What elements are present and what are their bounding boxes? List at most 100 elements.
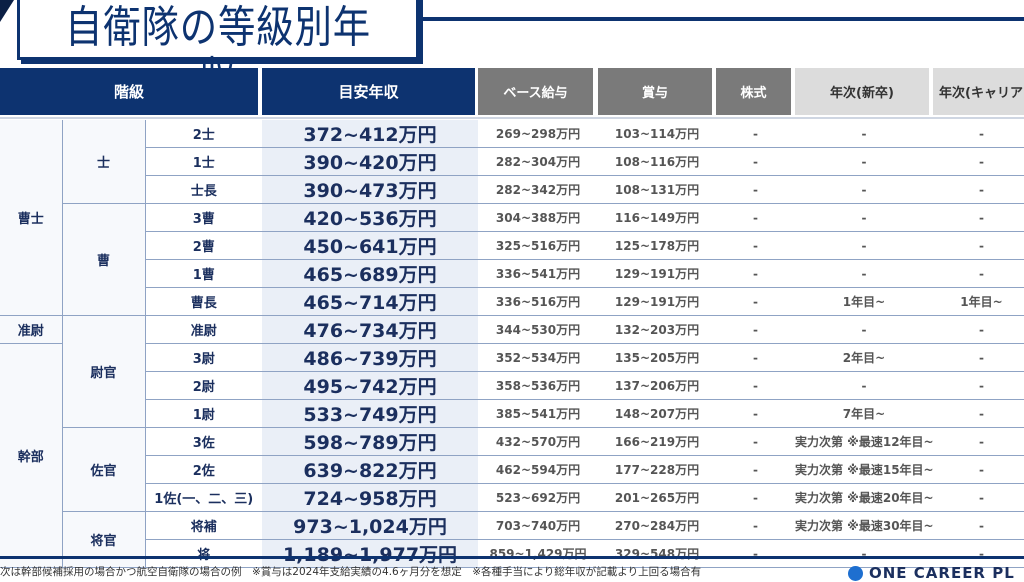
- bonus-cell: 116~149万円: [598, 203, 716, 232]
- rank-cell: 3曹: [145, 203, 262, 232]
- stock-cell: -: [716, 483, 795, 512]
- stock-cell: -: [716, 287, 795, 316]
- title-box: 自衛隊の等級別年収: [17, 0, 419, 103]
- bonus-cell: 108~116万円: [598, 147, 716, 176]
- stock-cell: -: [716, 175, 795, 204]
- bonus-cell: 201~265万円: [598, 483, 716, 512]
- rank-cell: 2曹: [145, 231, 262, 260]
- base-cell: 282~342万円: [478, 175, 598, 204]
- rank-cell: 准尉: [145, 315, 262, 344]
- table-row: 准尉 尉官 准尉 476~734万円 344~530万円 132~203万円 - - -: [0, 315, 1024, 428]
- base-cell: 432~570万円: [478, 427, 598, 456]
- base-cell: 336~541万円: [478, 259, 598, 288]
- career-cell: -: [933, 399, 1024, 428]
- logo-icon: [848, 565, 863, 581]
- table-row: 幹部 3尉 486~739万円 352~534万円 135~205万円 -2年目~ -: [0, 343, 1024, 568]
- group-shoukan: 将官: [62, 511, 146, 568]
- rank-cell: 3佐: [145, 427, 262, 456]
- bonus-cell: 132~203万円: [598, 315, 716, 344]
- stock-cell: -: [716, 399, 795, 428]
- new-grad-cell: 2年目~: [795, 343, 933, 372]
- group-kanbu: 幹部: [0, 343, 63, 568]
- range-cell: 465~689万円: [262, 259, 478, 288]
- range-cell: 598~789万円: [262, 427, 478, 456]
- header-new-grad: 年次(新卒): [795, 68, 929, 115]
- range-cell: 465~714万円: [262, 287, 478, 316]
- range-cell: 486~739万円: [262, 343, 478, 372]
- brand-logo: ONE CAREER PL: [848, 564, 1015, 582]
- new-grad-cell: -: [795, 203, 933, 232]
- base-cell: 358~536万円: [478, 371, 598, 400]
- table-row: 曹士士 2士 372~412万円 269~298万円 103~114万円 - - -: [0, 120, 1024, 316]
- bonus-cell: 108~131万円: [598, 175, 716, 204]
- range-cell: 390~420万円: [262, 147, 478, 176]
- bonus-cell: 166~219万円: [598, 427, 716, 456]
- stock-cell: -: [716, 455, 795, 484]
- base-cell: 304~388万円: [478, 203, 598, 232]
- footer-rule: [0, 556, 1024, 559]
- bonus-cell: 135~205万円: [598, 343, 716, 372]
- base-cell: 282~304万円: [478, 147, 598, 176]
- base-cell: 325~516万円: [478, 231, 598, 260]
- group-ikan: 尉官: [62, 315, 146, 428]
- career-cell: -: [933, 315, 1024, 344]
- stock-cell: -: [716, 371, 795, 400]
- footnote: 次は幹部候補採用の場合かつ航空自衛隊の場合の例 ※賞与は2024年支給実績の4.…: [0, 566, 702, 578]
- range-cell: 639~822万円: [262, 455, 478, 484]
- new-grad-cell: -: [795, 175, 933, 204]
- stock-cell: -: [716, 539, 795, 568]
- bonus-cell: 137~206万円: [598, 371, 716, 400]
- new-grad-cell: -: [795, 120, 933, 148]
- group-sakan: 佐官: [62, 427, 146, 512]
- range-cell: 390~473万円: [262, 175, 478, 204]
- rank-cell: 1尉: [145, 399, 262, 428]
- table-row: 佐官 3佐 598~789万円 432~570万円 166~219万円 - 実力次第 ※最速…: [0, 427, 1024, 512]
- base-cell: 344~530万円: [478, 315, 598, 344]
- career-cell: -: [933, 455, 1024, 484]
- table-row: 2曹 450~641万円 325~516万円 125~178万円 - - -: [0, 231, 1024, 260]
- bonus-cell: 125~178万円: [598, 231, 716, 260]
- career-cell: -: [933, 147, 1024, 176]
- rank-cell: 3尉: [145, 343, 262, 372]
- rank-cell: 曹長: [145, 287, 262, 316]
- group-sou: 曹: [62, 203, 146, 316]
- base-cell: 385~541万円: [478, 399, 598, 428]
- table-row: 2佐 639~822万円 462~594万円 177~228万円 - 実力次第 ※最速15…: [0, 455, 1024, 484]
- bonus-cell: 129~191万円: [598, 259, 716, 288]
- stock-cell: -: [716, 147, 795, 176]
- rank-cell: 1曹: [145, 259, 262, 288]
- rank-cell: 1士: [145, 147, 262, 176]
- new-grad-cell: 実力次第 ※最速12年目~: [795, 427, 933, 456]
- rank-cell: 2佐: [145, 455, 262, 484]
- new-grad-cell: -: [795, 231, 933, 260]
- stock-cell: -: [716, 231, 795, 260]
- base-cell: 703~740万円: [478, 511, 598, 540]
- stock-cell: -: [716, 511, 795, 540]
- table-row: 1佐(一、二、三) 724~958万円 523~692万円 201~265万円 - 実力次…: [0, 483, 1024, 512]
- table-row: 士長 390~473万円 282~342万円 108~131万円 - - -: [0, 175, 1024, 204]
- new-grad-cell: -: [795, 315, 933, 344]
- rank-cell: 将補: [145, 511, 262, 540]
- header-stock: 株式: [716, 68, 791, 115]
- base-cell: 336~516万円: [478, 287, 598, 316]
- range-cell: 372~412万円: [262, 120, 478, 148]
- bonus-cell: 129~191万円: [598, 287, 716, 316]
- base-cell: 269~298万円: [478, 120, 598, 148]
- group-si: 士: [62, 120, 146, 204]
- career-cell: -: [933, 259, 1024, 288]
- base-cell: 462~594万円: [478, 455, 598, 484]
- bonus-cell: 103~114万円: [598, 120, 716, 148]
- career-cell: 1年目~: [933, 287, 1024, 316]
- range-cell: 973~1,024万円: [262, 511, 478, 540]
- stock-cell: -: [716, 203, 795, 232]
- bonus-cell: 270~284万円: [598, 511, 716, 540]
- career-cell: -: [933, 427, 1024, 456]
- new-grad-cell: -: [795, 371, 933, 400]
- stock-cell: -: [716, 315, 795, 344]
- range-cell: 1,189~1,977万円: [262, 539, 478, 568]
- group-junni: 准尉: [0, 315, 63, 344]
- range-cell: 533~749万円: [262, 399, 478, 428]
- rank-cell: 2尉: [145, 371, 262, 400]
- stock-cell: -: [716, 120, 795, 148]
- table-row: 2尉 495~742万円 358~536万円 137~206万円 - - -: [0, 371, 1024, 400]
